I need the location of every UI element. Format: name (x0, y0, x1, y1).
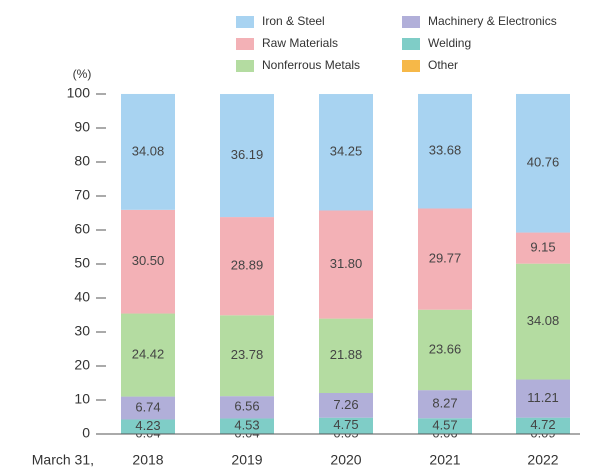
bar-segment (516, 232, 570, 264)
data-label: 4.23 (135, 418, 160, 433)
data-label: 4.57 (432, 417, 457, 432)
bar-segment (418, 390, 472, 419)
bar-segment (121, 396, 175, 420)
data-label: 6.74 (135, 399, 160, 414)
data-label: 4.53 (234, 418, 259, 433)
bar-segment (220, 315, 274, 397)
data-label: 34.08 (132, 143, 165, 158)
bar-segment (319, 318, 373, 393)
y-tick-label: 20 (74, 357, 90, 373)
data-label: 31.80 (330, 256, 363, 271)
legend-swatch (236, 60, 254, 72)
y-tick-label: 70 (74, 187, 90, 203)
legend-label: Welding (428, 36, 471, 50)
x-tick-label: 2022 (527, 452, 558, 468)
data-label: 36.19 (231, 147, 264, 162)
bar-segment (516, 379, 570, 418)
bar-segment (319, 94, 373, 211)
data-label: 34.08 (527, 313, 560, 328)
data-label: 29.77 (429, 251, 462, 266)
x-tick-label: 2019 (231, 452, 262, 468)
y-tick-label: 90 (74, 119, 90, 135)
legend-swatch (402, 60, 420, 72)
bar-segment (319, 392, 373, 418)
y-tick-label: 80 (74, 153, 90, 169)
data-label: 23.66 (429, 341, 462, 356)
bar-segment (516, 93, 570, 233)
y-tick-label: 100 (67, 85, 91, 101)
y-tick-label: 10 (74, 391, 90, 407)
x-axis-label: March 31, (32, 452, 94, 468)
bar-segment (220, 94, 274, 218)
legend-swatch (236, 38, 254, 50)
legend-swatch (402, 38, 420, 50)
legend-label: Other (428, 58, 458, 72)
data-label: 4.75 (333, 417, 358, 432)
data-label: 33.68 (429, 143, 462, 158)
x-tick-label: 2018 (132, 452, 163, 468)
y-tick-label: 50 (74, 255, 90, 271)
x-tick-label: 2021 (429, 452, 460, 468)
y-unit-label: (%) (73, 67, 92, 81)
data-label: 23.78 (231, 347, 264, 362)
bar-segment (418, 93, 472, 209)
data-label: 24.42 (132, 346, 165, 361)
bar-segment (121, 93, 175, 210)
bar-segment (121, 313, 175, 397)
bar-segment (319, 210, 373, 319)
bar-segment (516, 263, 570, 380)
data-label: 8.27 (432, 396, 457, 411)
bar-segment (220, 418, 274, 434)
bar-segment (418, 309, 472, 391)
data-label: 30.50 (132, 253, 165, 268)
legend-swatch (402, 16, 420, 28)
y-tick-label: 40 (74, 289, 90, 305)
bar-segment (220, 217, 274, 316)
y-tick-label: 60 (74, 221, 90, 237)
data-label: 4.72 (530, 417, 555, 432)
data-label: 21.88 (330, 347, 363, 362)
bar-segment (121, 419, 175, 434)
legend-label: Machinery & Electronics (428, 14, 557, 28)
bar-segment (121, 209, 175, 314)
data-label: 28.89 (231, 258, 264, 273)
x-tick-label: 2020 (330, 452, 361, 468)
legend-label: Raw Materials (262, 36, 338, 50)
data-label: 7.26 (333, 397, 358, 412)
legend-label: Nonferrous Metals (262, 58, 360, 72)
data-label: 11.21 (527, 390, 559, 405)
data-label: 9.15 (530, 240, 555, 255)
bar-segment (418, 208, 472, 310)
data-label: 40.76 (527, 155, 560, 170)
y-tick-label: 30 (74, 323, 90, 339)
bar-segment (418, 418, 472, 434)
bar-segment (319, 417, 373, 434)
data-label: 34.25 (330, 144, 363, 159)
bar-segment (220, 396, 274, 419)
legend-label: Iron & Steel (262, 14, 325, 28)
data-label: 6.56 (234, 399, 259, 414)
bar-segment (516, 417, 570, 434)
legend-swatch (236, 16, 254, 28)
y-tick-label: 0 (82, 425, 90, 441)
